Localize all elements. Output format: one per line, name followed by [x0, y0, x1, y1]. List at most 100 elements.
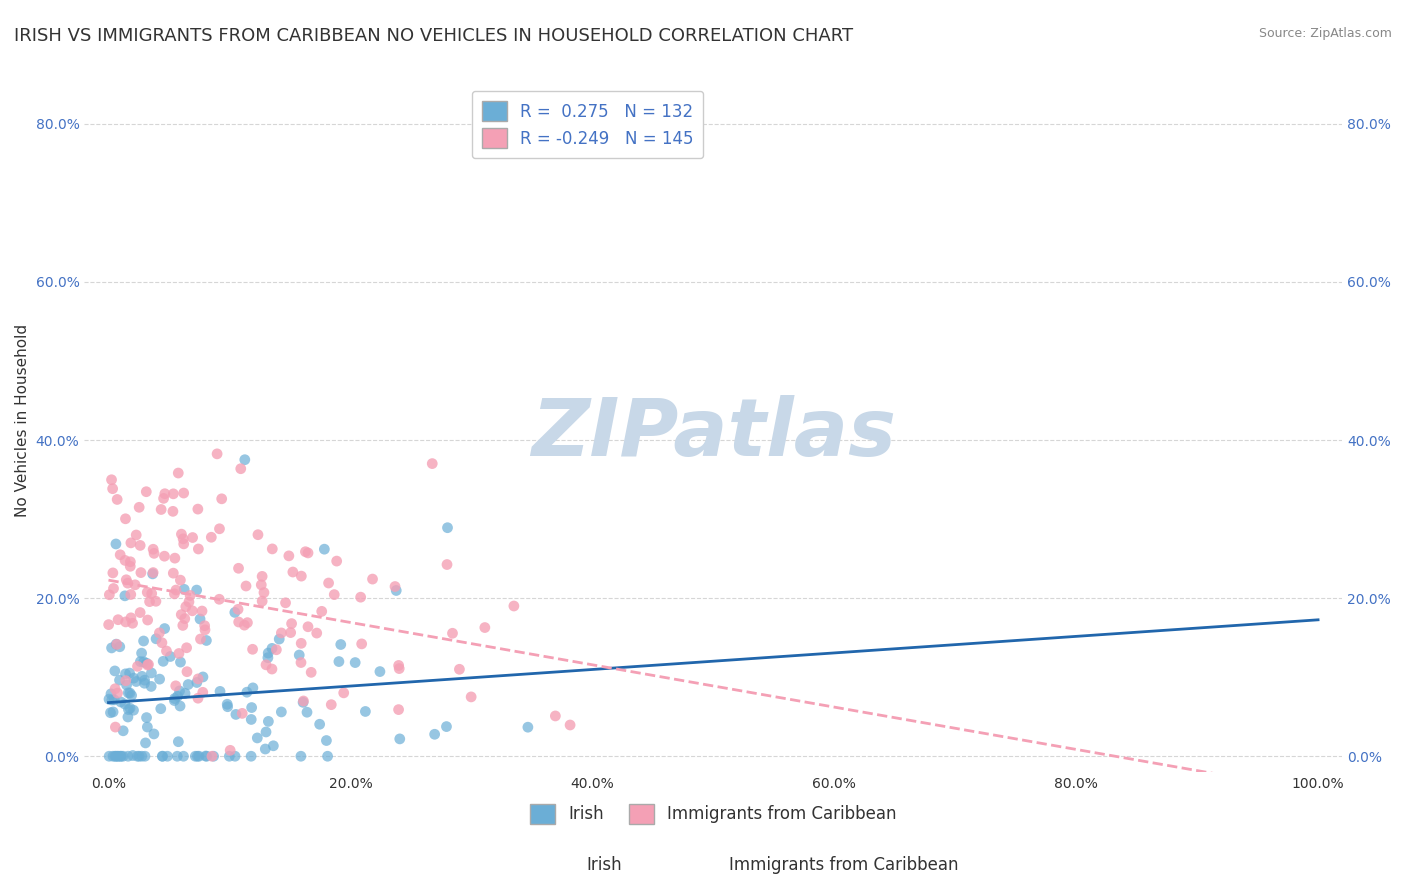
Irish — [217, 699, 239, 714]
Immigrants from Caribbean — [441, 626, 464, 640]
Immigrants from Caribbean — [142, 566, 165, 580]
Irish — [188, 749, 211, 764]
Immigrants from Caribbean — [101, 566, 124, 580]
Irish — [328, 655, 350, 669]
Immigrants from Caribbean — [172, 618, 194, 632]
Irish — [254, 742, 277, 756]
Immigrants from Caribbean — [105, 492, 128, 507]
Immigrants from Caribbean — [162, 487, 184, 501]
Immigrants from Caribbean — [104, 681, 127, 696]
Immigrants from Caribbean — [120, 536, 142, 550]
Immigrants from Caribbean — [150, 502, 173, 516]
Irish — [118, 666, 141, 681]
Immigrants from Caribbean — [297, 620, 319, 634]
Irish — [436, 720, 458, 734]
Immigrants from Caribbean — [350, 590, 373, 604]
Immigrants from Caribbean — [107, 686, 129, 700]
Irish — [104, 749, 127, 764]
Text: IRISH VS IMMIGRANTS FROM CARIBBEAN NO VEHICLES IN HOUSEHOLD CORRELATION CHART: IRISH VS IMMIGRANTS FROM CARIBBEAN NO VE… — [14, 27, 853, 45]
Immigrants from Caribbean — [208, 522, 231, 536]
Immigrants from Caribbean — [205, 447, 228, 461]
Immigrants from Caribbean — [176, 640, 198, 655]
Irish — [184, 749, 207, 764]
Irish — [104, 537, 127, 551]
Irish — [117, 686, 139, 700]
Irish — [191, 670, 214, 684]
Irish — [166, 690, 188, 704]
Immigrants from Caribbean — [323, 588, 346, 602]
Immigrants from Caribbean — [474, 621, 496, 635]
Irish — [242, 681, 264, 695]
Immigrants from Caribbean — [108, 548, 131, 562]
Immigrants from Caribbean — [136, 658, 159, 673]
Immigrants from Caribbean — [165, 679, 187, 693]
Immigrants from Caribbean — [208, 592, 231, 607]
Irish — [132, 634, 155, 648]
Irish — [108, 673, 131, 688]
Immigrants from Caribbean — [250, 594, 273, 608]
Irish — [135, 657, 157, 671]
Irish — [121, 748, 143, 763]
Immigrants from Caribbean — [138, 657, 160, 672]
Irish — [122, 703, 145, 717]
Immigrants from Caribbean — [138, 594, 160, 608]
Immigrants from Caribbean — [152, 491, 174, 506]
Irish — [129, 655, 152, 669]
Immigrants from Caribbean — [181, 531, 204, 545]
Immigrants from Caribbean — [187, 672, 209, 686]
Irish — [153, 622, 176, 636]
Immigrants from Caribbean — [129, 538, 152, 552]
Immigrants from Caribbean — [114, 512, 136, 526]
Irish — [121, 689, 143, 703]
Immigrants from Caribbean — [194, 618, 217, 632]
Immigrants from Caribbean — [211, 491, 233, 506]
Irish — [134, 673, 156, 688]
Immigrants from Caribbean — [231, 706, 253, 721]
Irish — [295, 705, 318, 719]
Immigrants from Caribbean — [270, 626, 292, 640]
Immigrants from Caribbean — [502, 599, 524, 613]
Legend: Irish, Immigrants from Caribbean: Irish, Immigrants from Caribbean — [520, 794, 907, 834]
Immigrants from Caribbean — [332, 686, 354, 700]
Irish — [134, 676, 156, 690]
Immigrants from Caribbean — [388, 658, 411, 673]
Irish — [100, 706, 122, 720]
Immigrants from Caribbean — [361, 572, 384, 586]
Irish — [101, 749, 124, 764]
Irish — [152, 749, 174, 764]
Irish — [217, 698, 239, 712]
Irish — [174, 686, 197, 700]
Immigrants from Caribbean — [135, 484, 157, 499]
Irish — [177, 677, 200, 691]
Immigrants from Caribbean — [145, 594, 167, 608]
Irish — [288, 648, 311, 662]
Immigrants from Caribbean — [170, 607, 193, 622]
Immigrants from Caribbean — [201, 749, 224, 764]
Irish — [111, 749, 134, 764]
Immigrants from Caribbean — [350, 637, 373, 651]
Immigrants from Caribbean — [277, 549, 299, 563]
Immigrants from Caribbean — [174, 599, 197, 614]
Irish — [186, 675, 208, 690]
Irish — [98, 749, 121, 764]
Irish — [108, 640, 131, 654]
Immigrants from Caribbean — [129, 566, 152, 580]
Irish — [141, 680, 163, 694]
Irish — [195, 749, 218, 764]
Immigrants from Caribbean — [163, 551, 186, 566]
Irish — [131, 669, 153, 683]
Immigrants from Caribbean — [136, 613, 159, 627]
Immigrants from Caribbean — [173, 612, 195, 626]
Irish — [329, 638, 352, 652]
Immigrants from Caribbean — [120, 611, 142, 625]
Immigrants from Caribbean — [290, 636, 312, 650]
Irish — [117, 749, 139, 764]
Irish — [314, 542, 336, 557]
Irish — [115, 678, 138, 692]
Irish — [315, 733, 337, 747]
Irish — [104, 664, 127, 678]
Irish — [246, 731, 269, 745]
Immigrants from Caribbean — [219, 743, 242, 757]
Immigrants from Caribbean — [114, 553, 136, 567]
Immigrants from Caribbean — [311, 604, 333, 618]
